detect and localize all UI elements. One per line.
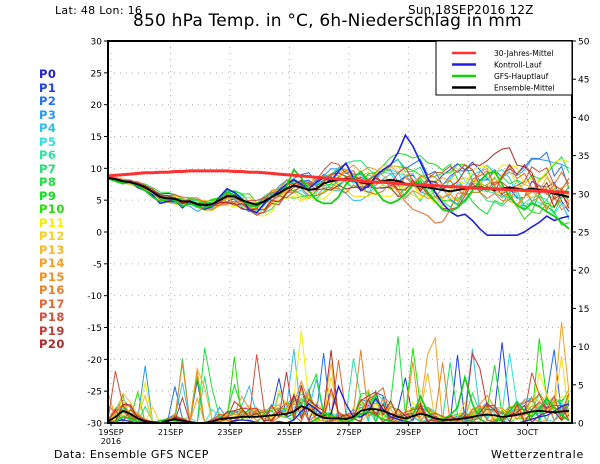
member-label-p6: P6 (39, 148, 57, 162)
y-right-tick-label: 5 (578, 381, 584, 391)
temp-line-member-p12 (107, 170, 570, 212)
member-label-p2: P2 (39, 94, 57, 108)
legend-label: Ensemble-Mittel (494, 84, 555, 93)
data-source-label: Data: Ensemble GFS NCEP (54, 448, 209, 461)
y-left-tick-label: -5 (93, 260, 102, 270)
y-right-tick-label: 20 (578, 267, 590, 277)
member-label-p3: P3 (39, 107, 57, 122)
y-right-tick-label: 45 (578, 76, 589, 86)
legend-label: Kontroll-Lauf (494, 61, 542, 70)
member-label-p18: P18 (39, 310, 65, 324)
member-label-p19: P19 (39, 323, 65, 338)
axes: -30 -25 -20 -15 -10 -5 0 5 10 15 20 25 30 0 5 10 15 20 25 3… (87, 38, 589, 447)
y-left-tick-label: 20 (91, 101, 103, 111)
y-right-tick-label: 50 (578, 38, 590, 48)
x-tick-label: 27SEP (336, 428, 361, 437)
y-left-tick-label: 15 (91, 133, 102, 143)
x-tick-label: 23SEP (217, 428, 242, 437)
y-left-tick-label: 5 (96, 197, 102, 207)
x-tick-label: 25SEP (277, 428, 302, 437)
temp-line-gfs-main (107, 167, 570, 230)
x-tick-sublabel: 2016 (101, 437, 121, 446)
member-label-p9: P9 (39, 188, 57, 203)
legend: 30-Jahres-Mittel Kontroll-Lauf GFS-Hauptla… (435, 40, 573, 96)
member-label-p17: P17 (39, 296, 65, 311)
member-label-p12: P12 (39, 229, 65, 243)
member-label-p11: P11 (39, 215, 65, 230)
precip-line-ensemble-mean (107, 405, 570, 424)
y-right-tick-label: 25 (578, 229, 589, 239)
y-left-tick-label: -20 (87, 356, 102, 366)
y-right-tick-label: 30 (578, 190, 590, 200)
x-tick-label: 1OCT (457, 428, 479, 437)
run-timestamp: Sun,18SEP2016 12Z (408, 3, 534, 17)
member-list: P0 P1 P2 P3 P4 P5 P6 P7 P8 P9 P10 P11 P12 P13 P14 P15 P1… (39, 67, 65, 352)
precip-line-member-p10 (107, 338, 570, 425)
chart-title: 850 hPa Temp. in °C, 6h-Niederschlag in … (133, 11, 522, 31)
member-label-p7: P7 (39, 161, 57, 176)
precip-line-member-p8 (107, 336, 570, 424)
y-left-tick-label: -10 (87, 292, 102, 302)
member-label-p8: P8 (39, 175, 57, 189)
precip-line-member-p19 (107, 351, 570, 424)
y-right-tick-label: 0 (578, 420, 584, 430)
brand-label: Wetterzentrale (491, 448, 585, 461)
x-tick-label: 19SEP (98, 428, 123, 437)
y-left-tick-label: -25 (87, 388, 102, 398)
x-tick-label: 21SEP (158, 428, 183, 437)
plot-frame (107, 40, 573, 424)
y-left-tick-label: 10 (91, 165, 103, 175)
member-label-p1: P1 (39, 80, 57, 95)
y-right-tick-label: 10 (578, 343, 590, 353)
precip-line-member-p17 (107, 359, 570, 424)
y-right-tick-label: 35 (578, 152, 589, 162)
x-tick-label: 29SEP (396, 428, 421, 437)
y-left-tick-label: 0 (96, 229, 102, 239)
temp-line-climate-mean (107, 169, 570, 194)
member-label-p15: P15 (39, 269, 65, 284)
temp-line-member-p20 (107, 147, 570, 211)
y-left-tick-label: -15 (87, 324, 102, 334)
legend-box (435, 40, 573, 96)
y-right-tick-label: 15 (578, 305, 589, 315)
y-left-tick-label: -30 (87, 420, 102, 430)
grid (108, 41, 572, 423)
temp-line-member-p17 (107, 164, 570, 224)
lat-lon-label: Lat: 48 Lon: 16 (55, 4, 143, 17)
member-label-p16: P16 (39, 283, 65, 297)
member-label-p13: P13 (39, 242, 65, 257)
member-label-p20: P20 (39, 337, 65, 351)
y-left-tick-label: 30 (91, 38, 103, 48)
y-left-tick-label: 25 (91, 69, 102, 79)
x-tick-label: 3OCT (516, 428, 538, 437)
legend-label: GFS-Hauptlauf (494, 72, 549, 81)
member-label-p10: P10 (39, 202, 65, 216)
member-label-p14: P14 (39, 256, 65, 270)
series-layer (107, 133, 570, 425)
member-label-p5: P5 (39, 134, 57, 149)
member-label-p4: P4 (39, 121, 57, 135)
legend-label: 30-Jahres-Mittel (494, 49, 554, 58)
member-label-p0: P0 (39, 67, 57, 81)
y-right-tick-label: 40 (578, 114, 590, 124)
